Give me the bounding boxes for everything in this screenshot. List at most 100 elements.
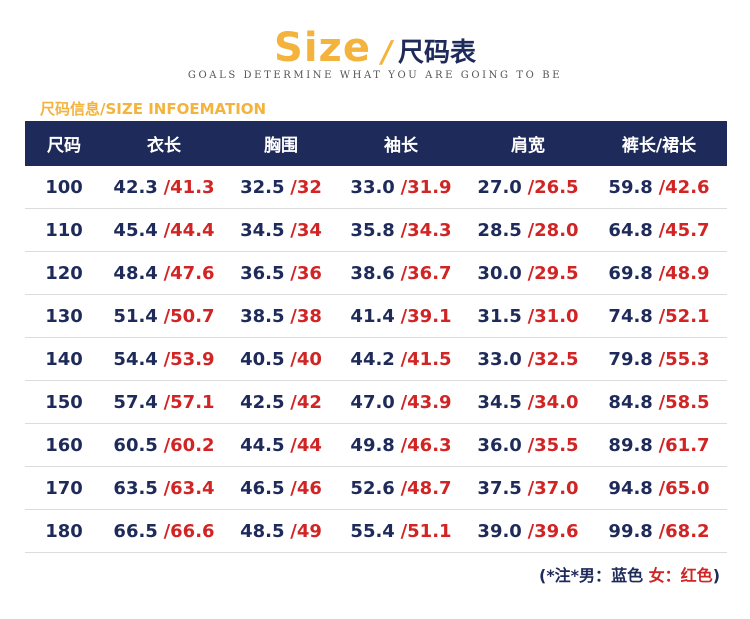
measurement-cell: 79.8 /55.3 bbox=[591, 337, 727, 381]
male-value: 44.2 bbox=[350, 348, 395, 370]
female-value: /41.3 bbox=[163, 176, 215, 198]
measurement-cell: 57.4 /57.1 bbox=[103, 380, 225, 424]
male-value: 38.6 bbox=[350, 262, 395, 284]
table-row: 100 42.3 /41.3 32.5 /32 33.0 /31.9 27.0 /26.… bbox=[25, 166, 727, 209]
female-value: /43.9 bbox=[400, 391, 452, 413]
measurement-cell: 42.5 /42 bbox=[225, 380, 337, 424]
male-value: 54.4 bbox=[113, 348, 158, 370]
female-value: /44 bbox=[290, 434, 322, 456]
column-header: 裤长/裙长 bbox=[591, 121, 727, 166]
measurement-cell: 46.5 /46 bbox=[225, 466, 337, 510]
female-value: /36 bbox=[290, 262, 322, 284]
measurement-cell: 33.0 /31.9 bbox=[337, 166, 465, 209]
male-value: 30.0 bbox=[477, 262, 522, 284]
male-value: 63.5 bbox=[113, 477, 158, 499]
measurement-cell: 89.8 /61.7 bbox=[591, 423, 727, 467]
female-value: /26.5 bbox=[527, 176, 579, 198]
male-value: 33.0 bbox=[477, 348, 522, 370]
title-chinese: 尺码表 bbox=[397, 38, 476, 68]
male-value: 99.8 bbox=[608, 520, 653, 542]
size-cell: 140 bbox=[25, 337, 103, 381]
table-row: 140 54.4 /53.9 40.5 /40 44.2 /41.5 33.0 /32.… bbox=[25, 337, 727, 381]
title-english: Size bbox=[274, 25, 371, 71]
measurement-cell: 40.5 /40 bbox=[225, 337, 337, 381]
male-value: 32.5 bbox=[240, 176, 285, 198]
female-value: /48.9 bbox=[658, 262, 710, 284]
title-slash: / bbox=[377, 35, 396, 70]
male-value: 47.0 bbox=[350, 391, 395, 413]
male-value: 42.5 bbox=[240, 391, 285, 413]
male-value: 41.4 bbox=[350, 305, 395, 327]
male-value: 52.6 bbox=[350, 477, 395, 499]
section-label: 尺码信息/SIZE INFOEMATION bbox=[40, 100, 267, 118]
measurement-cell: 44.2 /41.5 bbox=[337, 337, 465, 381]
note-female-label: 女： bbox=[648, 566, 681, 585]
female-value: /39.1 bbox=[400, 305, 452, 327]
male-value: 39.0 bbox=[477, 520, 522, 542]
measurement-cell: 52.6 /48.7 bbox=[337, 466, 465, 510]
female-value: /53.9 bbox=[163, 348, 215, 370]
measurement-cell: 74.8 /52.1 bbox=[591, 294, 727, 338]
measurement-cell: 51.4 /50.7 bbox=[103, 294, 225, 338]
male-value: 55.4 bbox=[350, 520, 395, 542]
measurement-cell: 33.0 /32.5 bbox=[465, 337, 591, 381]
female-value: /36.7 bbox=[400, 262, 452, 284]
size-cell: 120 bbox=[25, 251, 103, 295]
female-value: /68.2 bbox=[658, 520, 710, 542]
male-value: 38.5 bbox=[240, 305, 285, 327]
measurement-cell: 44.5 /44 bbox=[225, 423, 337, 467]
male-value: 59.8 bbox=[608, 176, 653, 198]
female-value: /50.7 bbox=[163, 305, 215, 327]
size-cell: 170 bbox=[25, 466, 103, 510]
female-value: /48.7 bbox=[400, 477, 452, 499]
female-value: /49 bbox=[290, 520, 322, 542]
female-value: /55.3 bbox=[658, 348, 710, 370]
table-row: 170 63.5 /63.4 46.5 /46 52.6 /48.7 37.5 /37.… bbox=[25, 466, 727, 510]
page-header: Size / 尺码表 bbox=[0, 8, 750, 71]
male-value: 49.8 bbox=[350, 434, 395, 456]
subtitle: GOALS DETERMINE WHAT YOU ARE GOING TO BE bbox=[187, 70, 563, 81]
male-value: 45.4 bbox=[113, 219, 158, 241]
male-value: 48.4 bbox=[113, 262, 158, 284]
column-header: 衣长 bbox=[103, 121, 225, 166]
female-value: /58.5 bbox=[658, 391, 710, 413]
measurement-cell: 48.5 /49 bbox=[225, 509, 337, 553]
table-row: 130 51.4 /50.7 38.5 /38 41.4 /39.1 31.5 /31.… bbox=[25, 294, 727, 338]
female-value: /44.4 bbox=[163, 219, 215, 241]
measurement-cell: 34.5 /34.0 bbox=[465, 380, 591, 424]
note-female-color: 红色 bbox=[680, 566, 713, 585]
female-value: /41.5 bbox=[400, 348, 452, 370]
female-value: /51.1 bbox=[400, 520, 452, 542]
size-cell: 160 bbox=[25, 423, 103, 467]
measurement-cell: 64.8 /45.7 bbox=[591, 208, 727, 252]
male-value: 51.4 bbox=[113, 305, 158, 327]
size-cell: 100 bbox=[25, 166, 103, 209]
male-value: 33.0 bbox=[350, 176, 395, 198]
female-value: /32 bbox=[290, 176, 322, 198]
measurement-cell: 63.5 /63.4 bbox=[103, 466, 225, 510]
male-value: 66.5 bbox=[113, 520, 158, 542]
male-value: 74.8 bbox=[608, 305, 653, 327]
male-value: 34.5 bbox=[240, 219, 285, 241]
measurement-cell: 41.4 /39.1 bbox=[337, 294, 465, 338]
male-value: 40.5 bbox=[240, 348, 285, 370]
male-value: 79.8 bbox=[608, 348, 653, 370]
measurement-cell: 69.8 /48.9 bbox=[591, 251, 727, 295]
column-header: 胸围 bbox=[225, 121, 337, 166]
male-value: 28.5 bbox=[477, 219, 522, 241]
male-value: 36.5 bbox=[240, 262, 285, 284]
note-male-color: 蓝色 bbox=[611, 566, 644, 585]
female-value: /42.6 bbox=[658, 176, 710, 198]
female-value: /65.0 bbox=[658, 477, 710, 499]
measurement-cell: 49.8 /46.3 bbox=[337, 423, 465, 467]
male-value: 57.4 bbox=[113, 391, 158, 413]
measurement-cell: 28.5 /28.0 bbox=[465, 208, 591, 252]
measurement-cell: 66.5 /66.6 bbox=[103, 509, 225, 553]
column-header: 尺码 bbox=[25, 121, 103, 166]
female-value: /31.9 bbox=[400, 176, 452, 198]
size-cell: 110 bbox=[25, 208, 103, 252]
female-value: /38 bbox=[290, 305, 322, 327]
table-body: 100 42.3 /41.3 32.5 /32 33.0 /31.9 27.0 /26.… bbox=[25, 166, 727, 553]
measurement-cell: 38.5 /38 bbox=[225, 294, 337, 338]
measurement-cell: 27.0 /26.5 bbox=[465, 166, 591, 209]
